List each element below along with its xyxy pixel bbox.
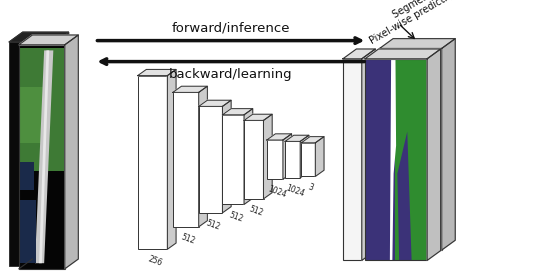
Polygon shape <box>442 39 455 250</box>
Polygon shape <box>35 50 53 263</box>
Polygon shape <box>267 134 292 140</box>
Bar <box>20 48 64 171</box>
Polygon shape <box>264 114 272 199</box>
Polygon shape <box>300 135 309 178</box>
Polygon shape <box>65 35 78 269</box>
Text: backward/learning: backward/learning <box>169 68 293 81</box>
Polygon shape <box>9 32 69 42</box>
Polygon shape <box>244 109 253 204</box>
Polygon shape <box>380 39 455 48</box>
Polygon shape <box>403 48 411 250</box>
Polygon shape <box>397 132 411 260</box>
Bar <box>365 59 427 260</box>
Polygon shape <box>55 32 69 266</box>
Polygon shape <box>285 135 309 141</box>
Bar <box>267 140 283 179</box>
Polygon shape <box>283 134 292 179</box>
Bar <box>20 162 33 190</box>
Text: 512: 512 <box>180 232 197 246</box>
Bar <box>380 48 412 250</box>
Bar <box>365 59 427 260</box>
Bar <box>301 143 315 176</box>
Bar <box>343 59 362 260</box>
Text: forward/inference: forward/inference <box>172 22 290 34</box>
Bar <box>222 115 244 204</box>
Text: Pixel-wise prediction: Pixel-wise prediction <box>368 0 460 46</box>
Polygon shape <box>365 49 441 59</box>
Polygon shape <box>19 35 78 45</box>
Polygon shape <box>301 137 324 143</box>
Bar <box>20 200 36 263</box>
Polygon shape <box>199 100 231 106</box>
Text: 512: 512 <box>227 210 244 223</box>
Polygon shape <box>167 69 176 249</box>
Text: 1024: 1024 <box>285 183 306 199</box>
Polygon shape <box>222 100 231 213</box>
Polygon shape <box>362 49 375 260</box>
Bar <box>9 42 55 266</box>
Text: 3: 3 <box>307 182 315 192</box>
Polygon shape <box>244 114 272 120</box>
Bar <box>395 59 427 260</box>
Text: 256: 256 <box>147 255 164 268</box>
Bar <box>173 92 199 227</box>
Text: Segmentation result: Segmentation result <box>391 0 482 20</box>
Bar <box>138 76 167 249</box>
Text: 512: 512 <box>248 204 265 218</box>
Bar <box>380 48 442 250</box>
Bar <box>19 45 65 269</box>
Bar <box>20 87 45 143</box>
Bar <box>19 45 65 269</box>
Polygon shape <box>39 50 49 263</box>
Bar <box>199 106 222 213</box>
Bar <box>380 48 442 250</box>
Bar <box>244 120 264 199</box>
Polygon shape <box>173 86 207 92</box>
Polygon shape <box>390 59 396 260</box>
Text: 512: 512 <box>205 218 221 232</box>
Polygon shape <box>222 109 253 115</box>
Polygon shape <box>138 69 176 76</box>
Polygon shape <box>427 49 441 260</box>
Polygon shape <box>343 49 375 59</box>
Polygon shape <box>315 137 324 176</box>
Polygon shape <box>199 86 207 227</box>
Bar <box>285 141 300 178</box>
Text: 1024: 1024 <box>267 185 288 200</box>
